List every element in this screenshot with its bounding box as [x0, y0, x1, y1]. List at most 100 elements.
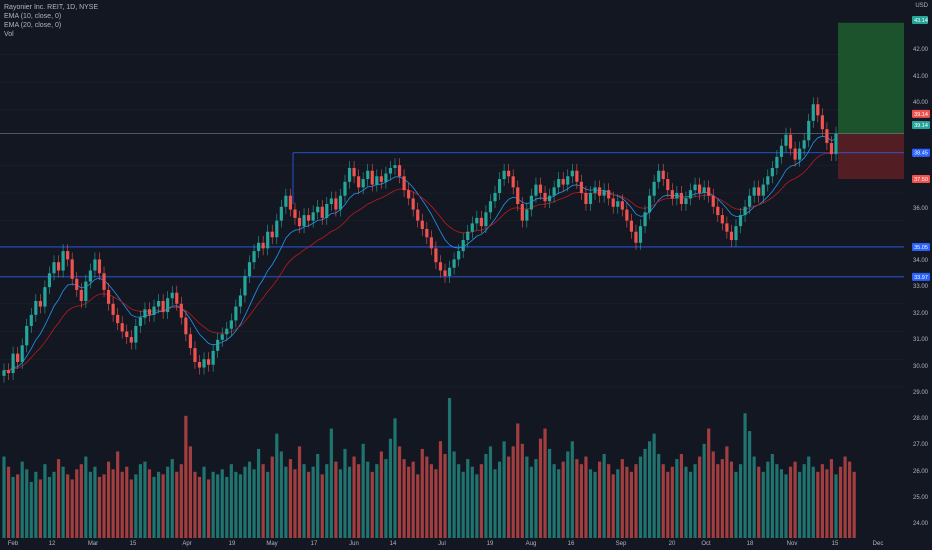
candle-body	[184, 317, 188, 335]
candle-body	[320, 206, 324, 218]
candle-body	[252, 251, 256, 263]
price-tick-label: 40.00	[913, 100, 929, 106]
candle-body	[407, 190, 411, 199]
candle-body	[238, 295, 243, 307]
candle-body	[807, 120, 811, 141]
candle-body	[452, 259, 456, 268]
candle-body	[611, 198, 615, 207]
volume-bar	[352, 456, 356, 538]
volume-bar	[297, 446, 302, 538]
volume-bar	[570, 441, 574, 538]
candle-body	[643, 212, 647, 227]
volume-bar	[134, 474, 138, 538]
volume-bar	[520, 443, 524, 538]
volume-bar	[802, 464, 806, 538]
candle-body	[679, 192, 684, 204]
candle-body	[129, 337, 133, 343]
candle-body	[366, 170, 370, 180]
volume-bar	[6, 466, 11, 538]
candle-body	[147, 309, 152, 315]
candle-body	[725, 223, 729, 232]
volume-bar	[129, 479, 133, 538]
volume-bar	[170, 459, 174, 538]
candle-body	[134, 325, 138, 343]
volume-bar	[511, 446, 515, 538]
candle-body	[757, 187, 761, 196]
indicator-ema20[interactable]: EMA (20, close, 0)	[4, 22, 62, 29]
indicator-volume[interactable]: Vol	[4, 31, 14, 38]
candle-body	[75, 278, 79, 290]
volume-bar	[102, 474, 106, 538]
candle-body	[716, 206, 720, 216]
candle-body	[125, 331, 129, 338]
candle-body	[357, 176, 361, 188]
volume-bar	[479, 464, 483, 538]
volume-bar	[179, 464, 183, 538]
price-tick-label: 33.00	[913, 284, 929, 290]
volume-bar	[470, 466, 474, 538]
volume-bar	[688, 471, 693, 538]
price-tag-label: 39.14	[914, 123, 928, 129]
position-zones	[838, 22, 904, 180]
volume-bar	[848, 461, 852, 538]
candle-body	[811, 104, 815, 121]
candle-body	[738, 215, 743, 227]
candle-body	[711, 195, 715, 207]
candle-body	[370, 170, 374, 185]
volume-bar	[375, 464, 379, 538]
volume-bar	[29, 482, 33, 538]
volume-bar	[779, 469, 784, 538]
chart-legend[interactable]: Rayonier Inc. REIT, 1D, NYSE EMA (10, cl…	[4, 3, 98, 39]
volume-bar	[216, 474, 220, 538]
candle-body	[388, 167, 393, 174]
candle-body	[525, 209, 529, 221]
candle-body	[152, 306, 156, 315]
volume-bar	[620, 459, 624, 538]
volume-bar	[320, 474, 324, 538]
price-axis[interactable]: 42.0041.0040.0038.0037.0036.0034.0033.00…	[912, 16, 930, 527]
candle-body	[484, 212, 488, 227]
volume-bar	[197, 476, 202, 538]
candle-body	[538, 184, 543, 193]
volume-bar	[397, 446, 402, 538]
volume-bar	[370, 471, 374, 538]
price-tick-label: 27.00	[913, 442, 929, 448]
volume-bar	[43, 464, 47, 538]
candle-body	[56, 262, 61, 271]
candle-body	[552, 187, 556, 196]
horizontal-levels	[0, 133, 904, 278]
volume-bar	[657, 454, 661, 538]
time-tick-label: Mar	[88, 541, 98, 547]
candle-body	[216, 339, 220, 351]
candle-body	[493, 192, 497, 202]
time-tick-label: Jun	[349, 541, 359, 547]
volume-bar	[557, 469, 561, 538]
candle-body	[466, 231, 470, 241]
volume-bar	[407, 466, 411, 538]
volume-bar	[47, 476, 52, 538]
volume-bar	[97, 476, 102, 538]
volume-bar	[834, 474, 838, 538]
volume-bar	[11, 476, 15, 538]
time-axis[interactable]: Feb 12 Mar 15 Apr 19 May 17 Jun 14 Jul 19 Aug 16 Sep 20…	[8, 541, 884, 547]
candle-body	[307, 215, 311, 221]
price-tag	[912, 109, 930, 118]
symbol-title[interactable]: Rayonier Inc. REIT, 1D, NYSE	[4, 4, 99, 11]
volume-bar	[166, 466, 170, 538]
volume-bar	[852, 471, 856, 538]
price-tag	[912, 272, 930, 281]
volume-bar	[829, 459, 834, 538]
volume-bar	[156, 471, 161, 538]
time-tick-label: 16	[568, 541, 575, 547]
volume-bar	[584, 456, 588, 538]
volume-bar	[757, 466, 761, 538]
time-tick-label: Dec	[873, 541, 884, 547]
candle-body	[657, 170, 661, 182]
candle-body	[502, 170, 506, 180]
indicator-ema10[interactable]: EMA (10, close, 0)	[4, 13, 62, 20]
candle-body	[84, 281, 88, 301]
candle-body	[279, 206, 283, 221]
candle-body	[193, 348, 197, 362]
volume-bar	[106, 461, 111, 538]
